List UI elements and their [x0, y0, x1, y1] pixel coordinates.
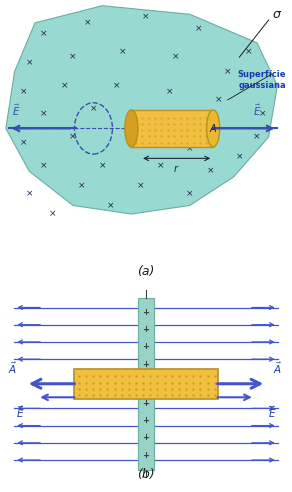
Text: ×: × [20, 138, 27, 147]
Text: ×: × [186, 189, 194, 199]
Text: ×: × [40, 30, 48, 39]
Text: $A$: $A$ [209, 123, 218, 134]
Text: Superfície
gaussiana: Superfície gaussiana [238, 70, 286, 90]
Text: $\vec{E}$: $\vec{E}$ [253, 103, 261, 119]
Text: ×: × [84, 18, 91, 28]
Text: $\vec{E}$: $\vec{E}$ [16, 404, 24, 420]
Text: ×: × [78, 181, 86, 190]
Text: (a): (a) [137, 265, 155, 277]
Text: $\vec{A}$: $\vec{A}$ [273, 361, 282, 376]
Text: +: + [142, 416, 150, 425]
Text: ×: × [69, 132, 77, 142]
Ellipse shape [207, 110, 220, 147]
Text: +: + [142, 325, 150, 334]
Text: $\vec{E}$: $\vec{E}$ [12, 103, 20, 119]
Bar [74, 369, 218, 399]
Text: ×: × [157, 161, 164, 170]
Text: +: + [142, 308, 150, 317]
Text: $\vec{E}$: $\vec{E}$ [268, 404, 276, 420]
Text: ×: × [206, 167, 214, 176]
Ellipse shape [125, 110, 138, 147]
Text: ×: × [25, 189, 33, 199]
Text: ×: × [224, 67, 232, 76]
Text: ×: × [107, 201, 115, 210]
Text: ×: × [119, 47, 126, 56]
Text: ×: × [40, 161, 48, 170]
Text: ×: × [60, 81, 68, 90]
Text: ×: × [148, 110, 156, 119]
Text: ×: × [25, 58, 33, 67]
Text: +: + [142, 451, 150, 460]
Text: +: + [142, 342, 150, 351]
Text: ×: × [98, 161, 106, 170]
Text: ×: × [259, 110, 267, 119]
Polygon shape [6, 6, 277, 214]
Text: ×: × [171, 53, 179, 62]
Text: $\sigma$: $\sigma$ [272, 8, 283, 21]
Text: +: + [142, 360, 150, 369]
Text: ×: × [20, 87, 27, 96]
Text: +: + [142, 399, 150, 408]
Bar [138, 298, 154, 470]
Text: ×: × [215, 95, 223, 104]
Text: ×: × [142, 13, 150, 22]
Text: $\vec{A}$: $\vec{A}$ [8, 361, 18, 376]
Text: ×: × [201, 115, 208, 124]
Bar [131, 110, 213, 147]
Text: ×: × [128, 138, 135, 147]
Text: ×: × [69, 53, 77, 62]
Text: ×: × [136, 181, 144, 190]
Text: ×: × [49, 210, 56, 218]
Text: ×: × [236, 153, 243, 161]
Text: ×: × [90, 104, 97, 113]
Text: ×: × [166, 87, 173, 96]
Text: $r$: $r$ [173, 163, 180, 174]
Text: ×: × [195, 24, 202, 33]
Text: ×: × [244, 47, 252, 56]
Text: +: + [142, 433, 150, 442]
Text: ×: × [113, 81, 121, 90]
Text: (b): (b) [137, 468, 155, 481]
Text: ×: × [40, 110, 48, 119]
Text: ×: × [253, 132, 261, 142]
Text: ×: × [186, 144, 194, 153]
